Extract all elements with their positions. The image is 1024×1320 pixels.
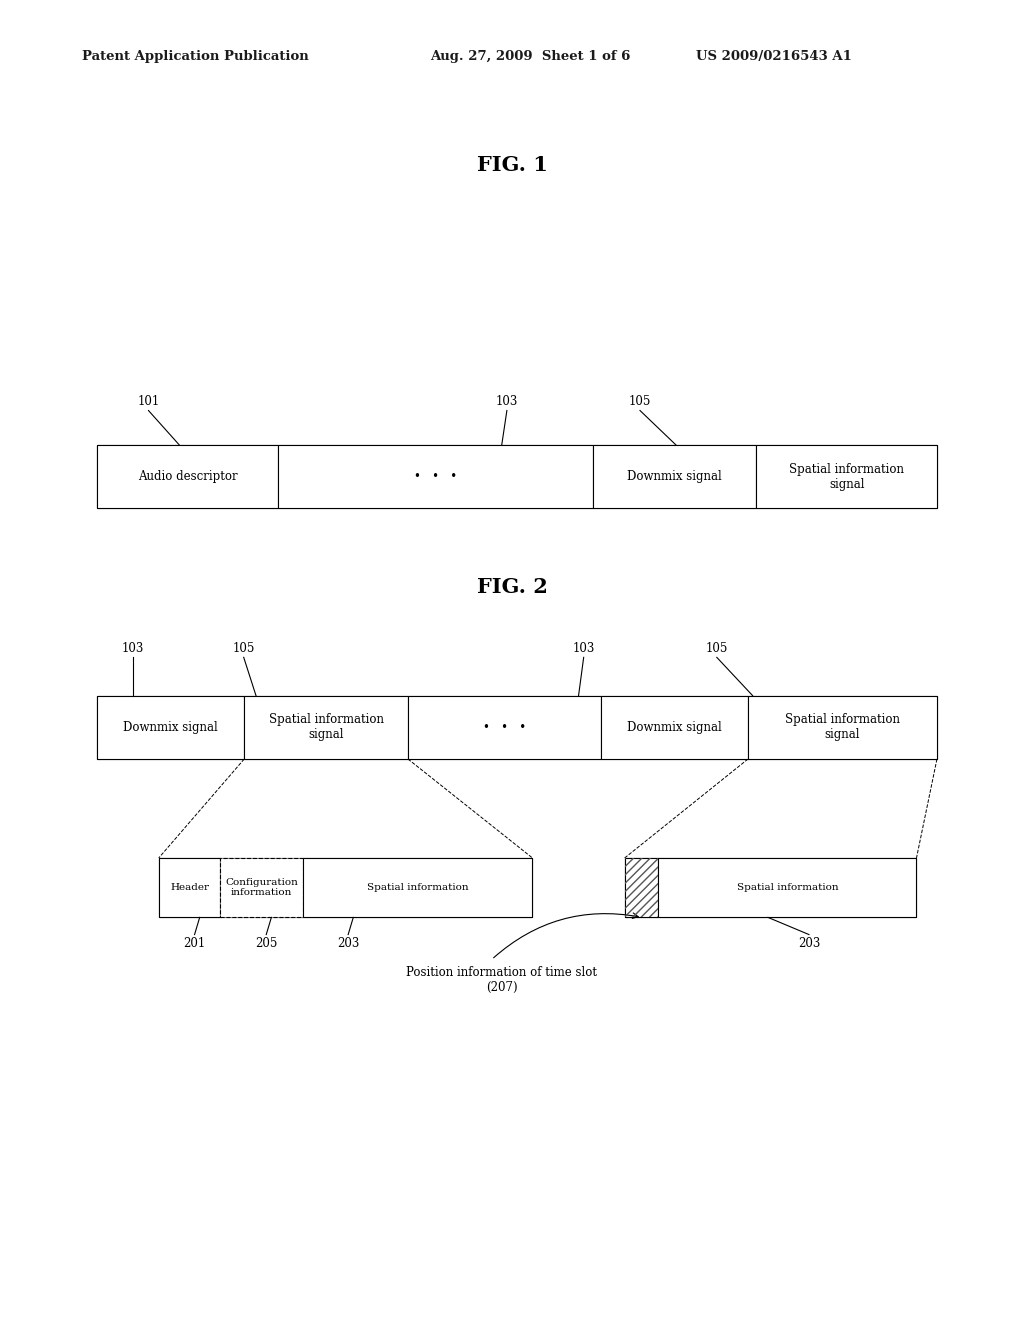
- Text: Position information of time slot
(207): Position information of time slot (207): [407, 966, 597, 994]
- Text: 203: 203: [337, 937, 359, 950]
- Bar: [748, 696, 937, 759]
- Text: Downmix signal: Downmix signal: [627, 470, 722, 483]
- Text: 205: 205: [255, 937, 278, 950]
- Bar: [658, 858, 916, 917]
- Text: 101: 101: [137, 395, 160, 408]
- Text: FIG. 2: FIG. 2: [476, 577, 548, 598]
- Text: 103: 103: [496, 395, 518, 408]
- Bar: [625, 858, 658, 917]
- Bar: [97, 696, 937, 759]
- Text: Spatial information
signal: Spatial information signal: [268, 713, 384, 742]
- Bar: [244, 696, 408, 759]
- Text: Spatial information: Spatial information: [736, 883, 839, 892]
- Bar: [278, 445, 593, 508]
- Text: 103: 103: [572, 642, 595, 655]
- Bar: [97, 696, 244, 759]
- Bar: [593, 445, 757, 508]
- Text: 203: 203: [798, 937, 820, 950]
- Bar: [303, 858, 532, 917]
- Bar: [159, 858, 220, 917]
- Text: Spatial information: Spatial information: [367, 883, 468, 892]
- Bar: [757, 445, 937, 508]
- Text: Header: Header: [170, 883, 209, 892]
- Text: 105: 105: [232, 642, 255, 655]
- Text: 201: 201: [183, 937, 206, 950]
- Bar: [97, 445, 937, 508]
- Text: •   •   •: • • •: [414, 470, 457, 483]
- Bar: [159, 858, 532, 917]
- Bar: [97, 445, 278, 508]
- Text: US 2009/0216543 A1: US 2009/0216543 A1: [696, 50, 852, 63]
- Text: Patent Application Publication: Patent Application Publication: [82, 50, 308, 63]
- Text: •   •   •: • • •: [483, 721, 526, 734]
- Bar: [408, 696, 601, 759]
- Bar: [625, 858, 916, 917]
- Bar: [601, 696, 748, 759]
- Text: 105: 105: [629, 395, 651, 408]
- Text: Audio descriptor: Audio descriptor: [138, 470, 238, 483]
- Text: Downmix signal: Downmix signal: [627, 721, 722, 734]
- Text: FIG. 1: FIG. 1: [476, 154, 548, 176]
- Text: Configuration
information: Configuration information: [225, 878, 298, 898]
- Text: Spatial information
signal: Spatial information signal: [785, 713, 900, 742]
- Text: Downmix signal: Downmix signal: [123, 721, 218, 734]
- Text: 105: 105: [706, 642, 728, 655]
- Text: Spatial information
signal: Spatial information signal: [790, 462, 904, 491]
- Bar: [625, 858, 658, 917]
- Bar: [220, 858, 303, 917]
- Text: 103: 103: [122, 642, 144, 655]
- Text: Aug. 27, 2009  Sheet 1 of 6: Aug. 27, 2009 Sheet 1 of 6: [430, 50, 631, 63]
